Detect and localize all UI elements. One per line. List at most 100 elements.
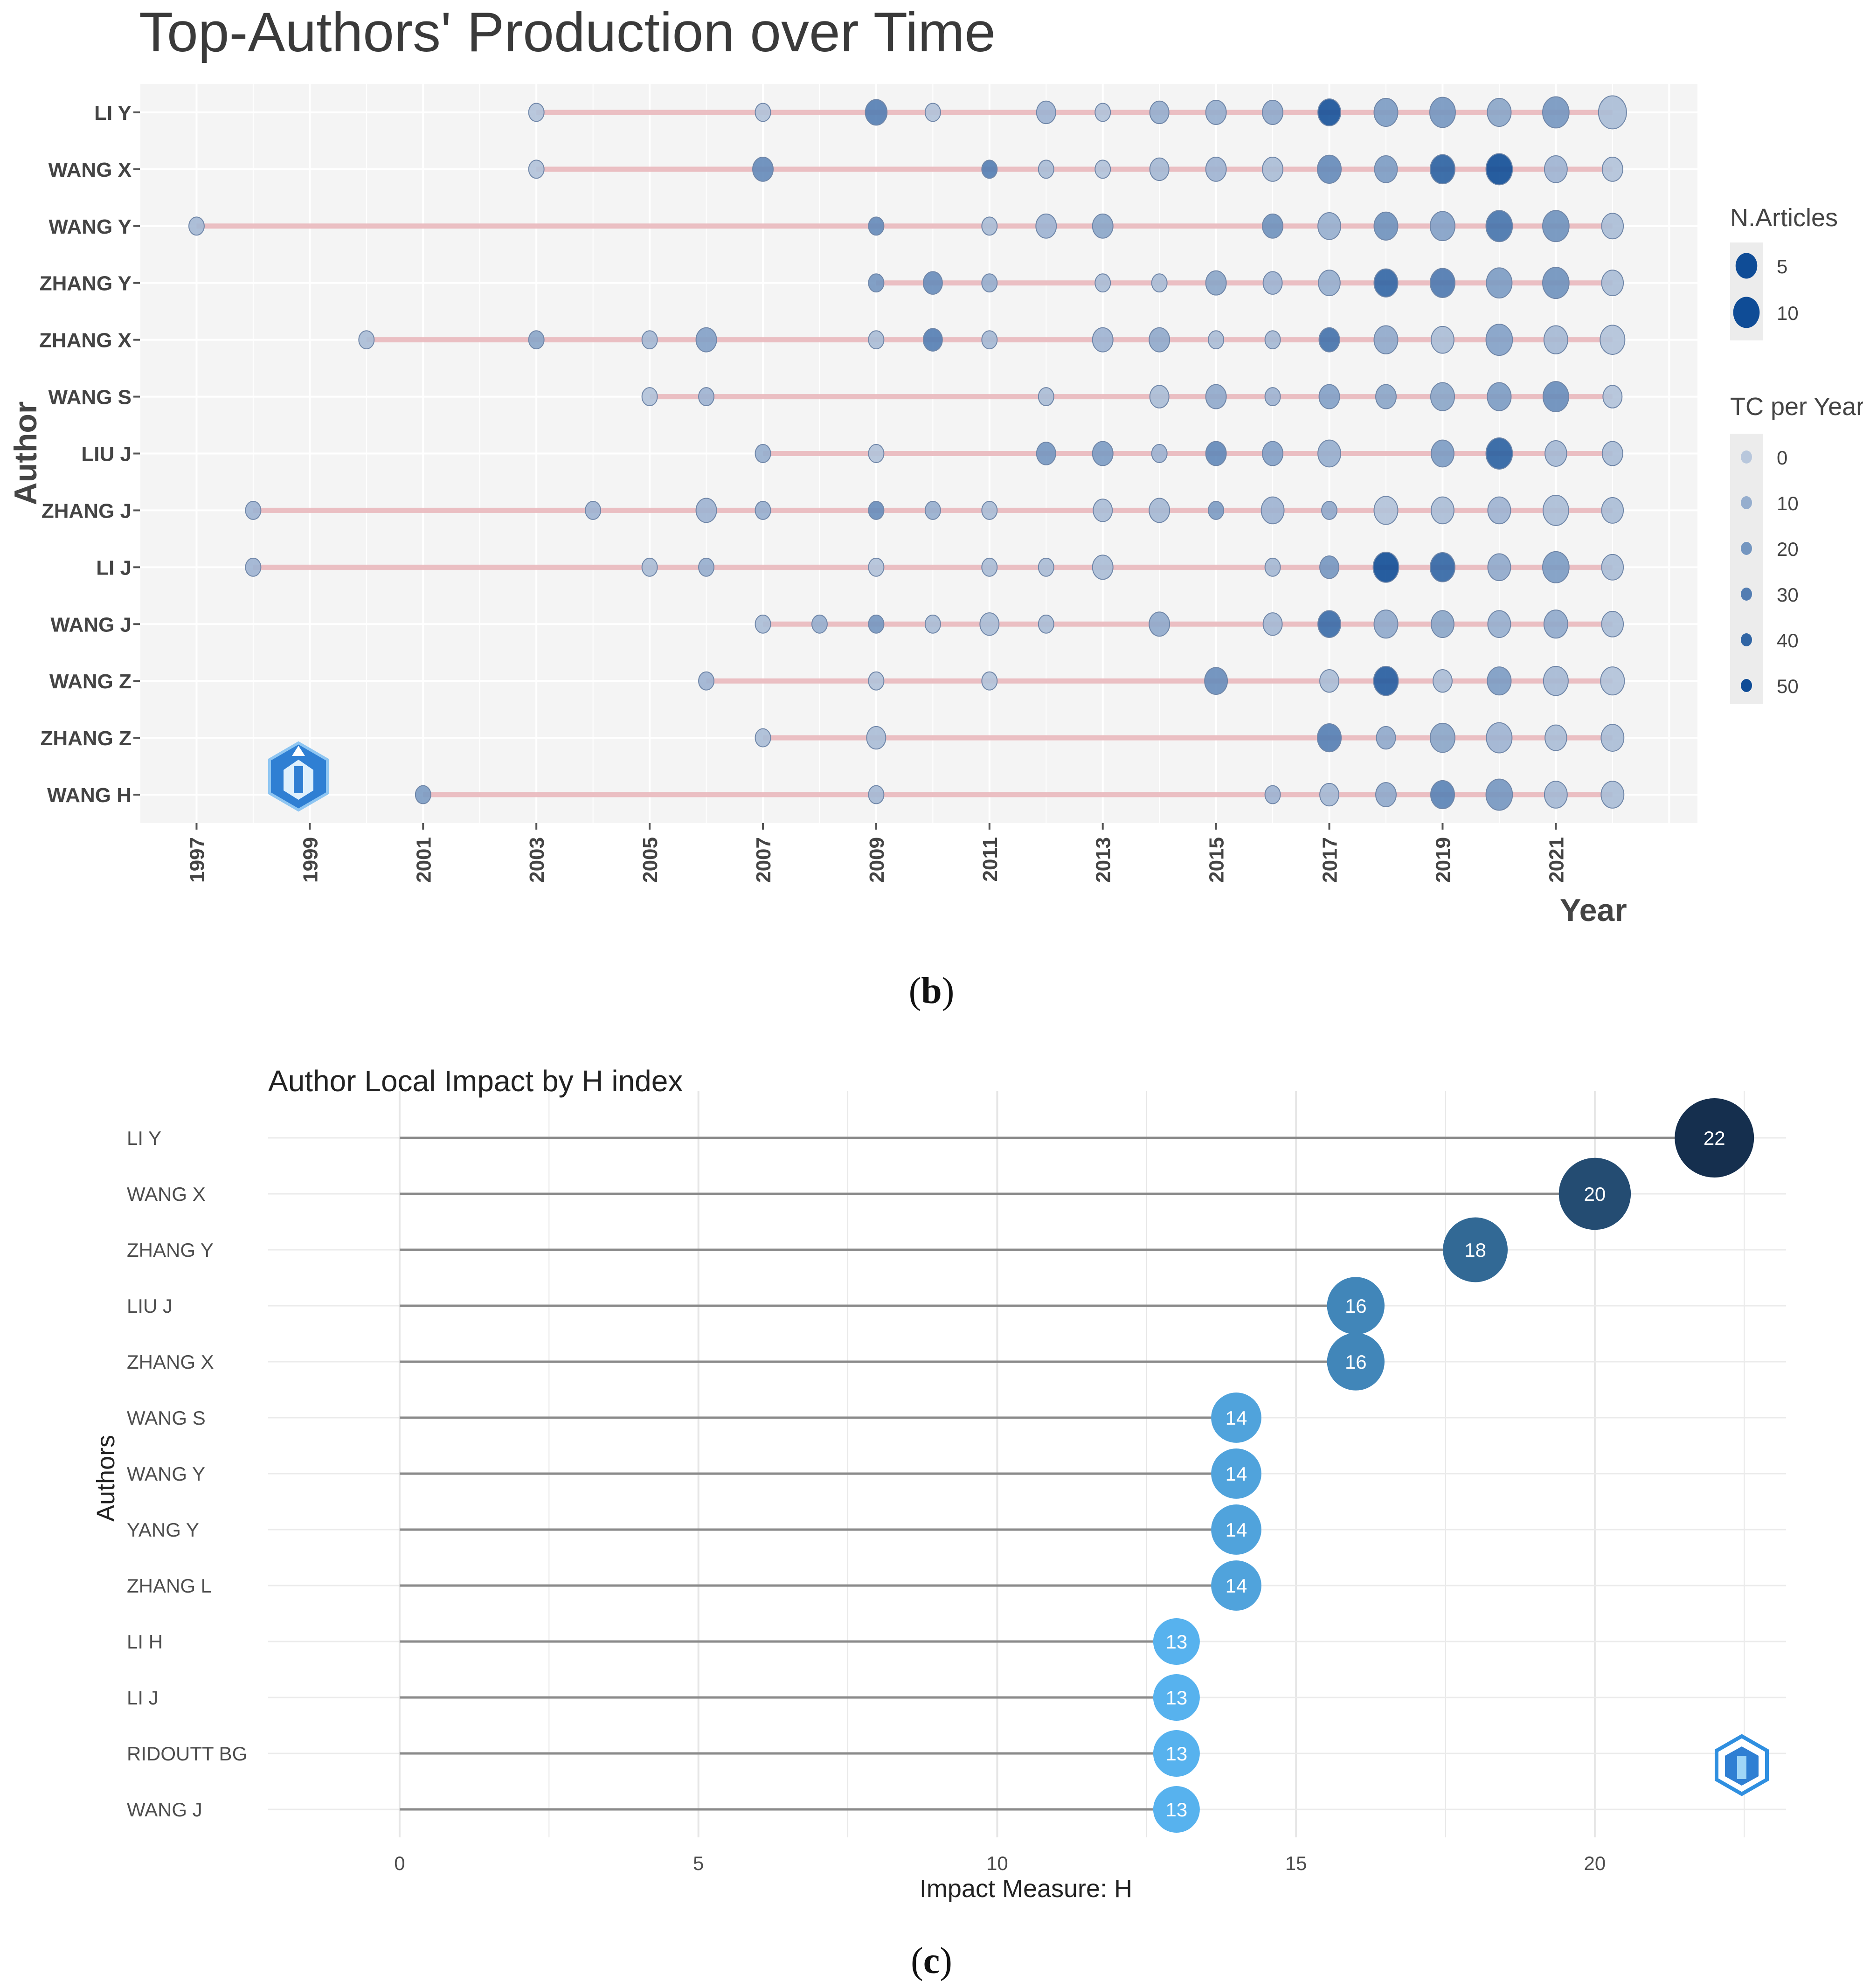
bubble-point [1262, 100, 1284, 125]
legend-color-label: 50 [1777, 675, 1799, 697]
bubble-point [1375, 384, 1397, 409]
legend-size-label: 10 [1777, 302, 1799, 324]
bubble-point [695, 327, 717, 353]
bubble-point [1205, 270, 1227, 296]
x-tick-label: 2017 [1319, 837, 1342, 883]
lollipop-point [1211, 1448, 1261, 1499]
bubble-point [1429, 211, 1455, 242]
bubble-point [865, 99, 888, 126]
value-label: 14 [1226, 1575, 1247, 1597]
bubble-point [1544, 155, 1568, 183]
x-tick-label: 10 [986, 1852, 1008, 1874]
x-tick-label: 2003 [526, 837, 548, 883]
x-tick-label: 2021 [1545, 837, 1568, 883]
lollipop-point [1443, 1217, 1508, 1282]
bubble-point [922, 328, 943, 352]
legend-size-label: 5 [1777, 256, 1787, 277]
legend-color-label: 30 [1777, 584, 1799, 606]
bubble-point [1093, 499, 1113, 522]
x-tick-label: 1997 [186, 837, 208, 883]
lollipop-point [1153, 1618, 1200, 1665]
x-tick-label: 20 [1584, 1852, 1606, 1874]
bubble-point [1601, 610, 1624, 637]
chart-title: Top-Authors' Production over Time [139, 1, 996, 63]
bubble-point [1094, 273, 1111, 293]
value-label: 16 [1345, 1351, 1367, 1373]
lollipop-points: 22 20 18 16 16 14 14 14 14 13 13 13 13 [1153, 1098, 1754, 1833]
bubble-point [1092, 327, 1114, 353]
bubble-point [1543, 325, 1568, 354]
bubble-point [1485, 324, 1513, 356]
bubble-point [358, 330, 375, 350]
bubble-point [811, 614, 828, 634]
y-axis-title: Author [8, 402, 43, 506]
y-tick-label: ZHANG Z [40, 727, 132, 750]
bubble-point [245, 500, 262, 520]
bubble-point [1318, 384, 1340, 409]
y-tick-label: RIDOUTT BG [127, 1743, 247, 1765]
lollipop-point [1211, 1392, 1261, 1443]
legend-color-label: 40 [1777, 630, 1799, 651]
bubble-point [1260, 496, 1285, 525]
author-local-impact-chart: Author Local Impact by H index 22 20 18 16 1… [92, 1064, 1786, 1903]
lollipop-point [1153, 1730, 1200, 1777]
bubble-point [868, 671, 885, 691]
bubble-point [1600, 724, 1625, 752]
bubble-point [979, 612, 1000, 636]
bubble-point [981, 273, 998, 293]
y-tick-label: WANG X [48, 159, 132, 181]
y-tick-label: YANG Y [127, 1519, 199, 1541]
bubble-point [1431, 326, 1454, 354]
bubble-point [245, 557, 262, 577]
bubble-point [1486, 267, 1513, 299]
bubble-point [1373, 97, 1399, 127]
bubble-point [1432, 669, 1453, 693]
bubble-point [1038, 387, 1054, 407]
y-tick-label: ZHANG X [39, 329, 132, 352]
bubble-point [1542, 495, 1569, 526]
bubble-point [1262, 271, 1283, 295]
bubble-point [1429, 154, 1455, 185]
bubble-point [188, 216, 205, 236]
bubble-point [981, 216, 998, 236]
bubble-point [1319, 555, 1340, 579]
bubble-point [1543, 610, 1568, 639]
bubble-point [1601, 554, 1624, 581]
panel-c-label: (c) [911, 1940, 952, 1981]
y-tick-label: WANG X [127, 1183, 206, 1205]
bubble-point [1038, 159, 1054, 179]
bubble-point [415, 785, 431, 804]
bubble-point [1094, 103, 1111, 122]
bubble-point [1600, 666, 1625, 696]
y-tick-label: ZHANG Y [127, 1239, 214, 1261]
bubble-point [528, 159, 545, 179]
bubble-point [1317, 723, 1342, 753]
x-tick-label: 5 [693, 1852, 704, 1874]
x-tick-label: 15 [1285, 1852, 1307, 1874]
y-tick-label: ZHANG X [127, 1351, 214, 1373]
lollipop-point [1153, 1786, 1200, 1833]
y-tick-label: LI J [96, 556, 132, 579]
legend-color-title: TC per Year [1730, 393, 1863, 421]
bubble-point [1485, 778, 1513, 811]
bubble-point [981, 330, 998, 350]
top-authors-production-chart: Top-Authors' Production over Time LI Y WA… [8, 1, 1863, 928]
bubble-point [1317, 212, 1341, 240]
y-tick-label: WANG S [48, 386, 132, 409]
bubble-point [981, 159, 998, 179]
bubble-point [698, 557, 715, 577]
y-tick-label: WANG Y [127, 1463, 205, 1485]
bubble-point [868, 444, 885, 463]
bubble-point [981, 671, 998, 691]
y-tick-label: ZHANG L [127, 1575, 212, 1597]
bubble-point [1149, 498, 1170, 523]
bubble-point [868, 614, 885, 634]
y-tick-label: WANG Z [49, 670, 132, 693]
bubble-point [641, 330, 658, 350]
bubble-point [1373, 325, 1399, 354]
bubble-point [1485, 153, 1513, 186]
lollipop-point [1211, 1560, 1261, 1611]
bubble-point [1205, 384, 1227, 409]
bubble-point [1262, 612, 1283, 636]
bubble-point [1487, 496, 1511, 525]
